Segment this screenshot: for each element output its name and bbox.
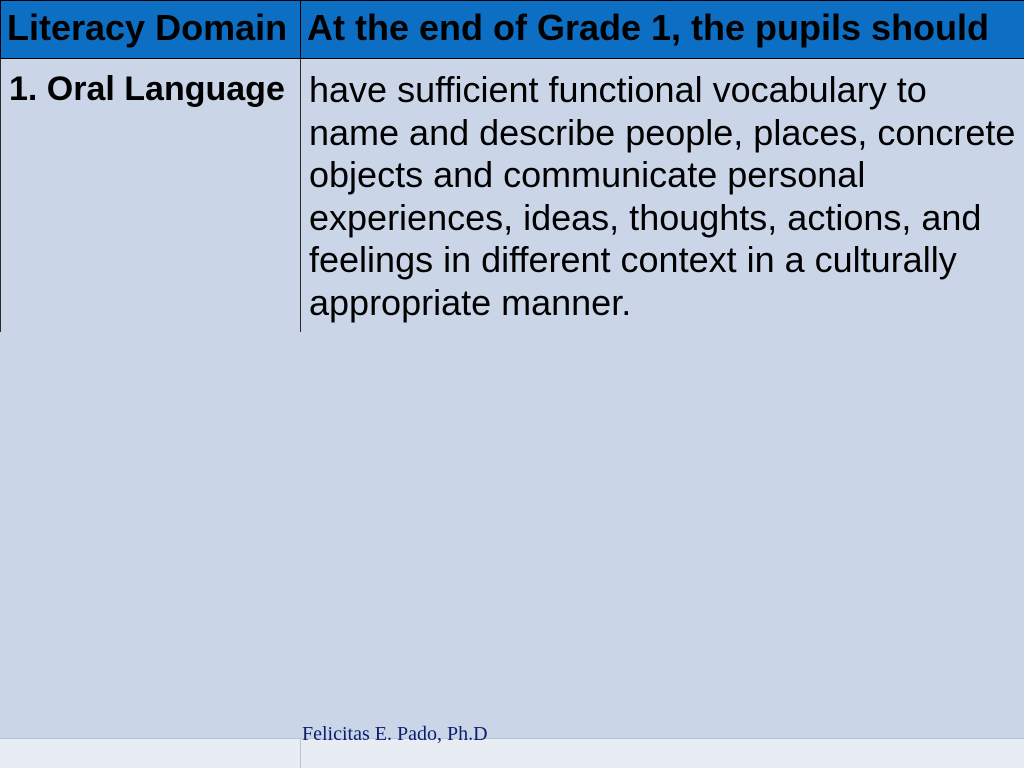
- header-literacy-domain: Literacy Domain: [1, 1, 301, 59]
- table-header-row: Literacy Domain At the end of Grade 1, t…: [1, 1, 1024, 59]
- bottom-strip: [0, 738, 1024, 768]
- footer-author: Felicitas E. Pado, Ph.D: [302, 723, 488, 746]
- cell-description: have sufficient functional vocabulary to…: [301, 59, 1024, 332]
- literacy-table: Literacy Domain At the end of Grade 1, t…: [0, 0, 1024, 332]
- bottom-strip-divider: [300, 738, 301, 768]
- cell-domain: 1. Oral Language: [1, 59, 301, 332]
- header-outcome: At the end of Grade 1, the pupils should: [301, 1, 1024, 59]
- table-row: 1. Oral Language have sufficient functio…: [1, 59, 1024, 332]
- slide: Literacy Domain At the end of Grade 1, t…: [0, 0, 1024, 768]
